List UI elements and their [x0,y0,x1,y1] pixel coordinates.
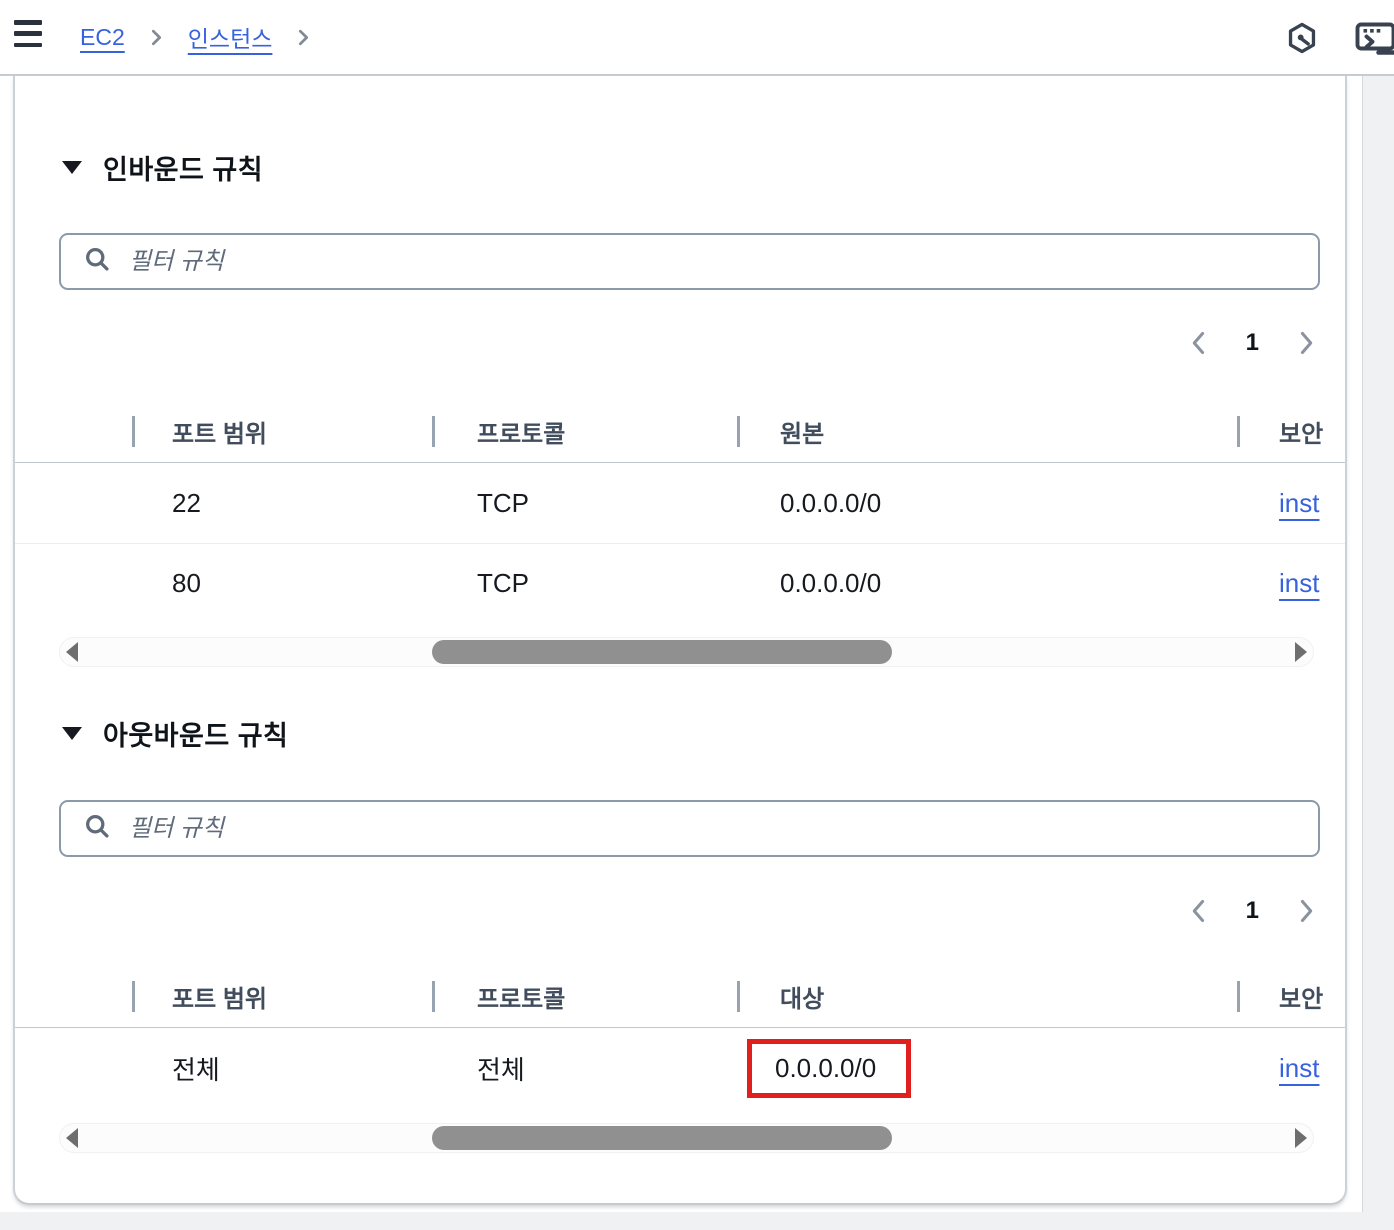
protocol-value: 전체 [477,1054,525,1085]
breadcrumb: EC2 인스턴스 [80,0,313,74]
port-range-value: 80 [172,568,201,598]
outbound-horizontal-scrollbar[interactable] [59,1123,1314,1153]
breadcrumb-link-instances[interactable]: 인스턴스 [187,26,273,52]
inbound-rules-title: 인바운드 규칙 [103,155,264,185]
port-range-value: 22 [172,487,201,518]
inbound-rule-row: 22 TCP 0.0.0.0/0 inst [15,463,1345,543]
source-value: 0.0.0.0/0 [780,487,882,518]
next-page-icon[interactable] [1295,898,1317,924]
inbound-rules-table: 포트 범위 프로토콜 원본 보안 22 TCP 0.0.0.0/0 inst 8… [15,400,1345,623]
outbound-rule-row: 전체 전체 0.0.0.0/0 inst [15,1028,1345,1108]
right-panel-gutter [1362,76,1394,1230]
outbound-rules-table: 포트 범위 프로토콜 대상 보안 전체 전체 0.0.0.0/0 inst [15,965,1345,1108]
scroll-right-icon[interactable] [1295,642,1307,662]
column-header-port-range[interactable]: 포트 범위 [132,965,432,1028]
outbound-pagination: 1 [1188,894,1317,928]
scrollbar-thumb[interactable] [432,1126,892,1150]
inbound-filter-box [59,233,1320,290]
top-navigation-bar: EC2 인스턴스 [0,0,1394,76]
next-page-icon[interactable] [1295,330,1317,356]
hamburger-menu-icon[interactable] [14,20,42,47]
search-icon [83,812,111,845]
collapse-triangle-icon [62,161,82,174]
protocol-value: TCP [477,487,529,518]
source-value: 0.0.0.0/0 [780,568,882,598]
outbound-rules-section-header[interactable]: 아웃바운드 규칙 [62,714,288,753]
column-header-port-range[interactable]: 포트 범위 [132,400,432,463]
outbound-rules-title: 아웃바운드 규칙 [103,721,289,751]
inbound-horizontal-scrollbar[interactable] [59,637,1314,667]
scroll-left-icon[interactable] [66,1128,78,1148]
collapse-triangle-icon [62,727,82,740]
previous-page-icon[interactable] [1188,330,1210,356]
column-header-protocol[interactable]: 프로토콜 [432,400,737,463]
search-icon [83,245,111,278]
outbound-page-number[interactable]: 1 [1245,897,1259,924]
inbound-table-header: 포트 범위 프로토콜 원본 보안 [15,400,1345,463]
amazon-q-icon[interactable] [1286,22,1318,59]
security-group-link[interactable]: inst [1279,568,1320,598]
scroll-left-icon[interactable] [66,642,78,662]
port-range-value: 전체 [172,1054,220,1085]
inbound-rules-section-header[interactable]: 인바운드 규칙 [62,148,263,187]
security-group-link[interactable]: inst [1279,487,1320,518]
chevron-right-icon [294,28,313,47]
inbound-pagination: 1 [1188,326,1317,360]
scrollbar-thumb[interactable] [432,640,892,664]
column-header-protocol[interactable]: 프로토콜 [432,965,737,1028]
inbound-page-number[interactable]: 1 [1245,329,1259,356]
scroll-right-icon[interactable] [1295,1128,1307,1148]
outbound-table-header: 포트 범위 프로토콜 대상 보안 [15,965,1345,1028]
protocol-value: TCP [477,568,529,598]
column-header-security-group[interactable]: 보안 [1237,400,1345,463]
cloudshell-icon[interactable] [1354,20,1394,61]
highlight-box-red: 0.0.0.0/0 [747,1038,912,1098]
outbound-filter-input[interactable] [129,802,1318,855]
chevron-right-icon [147,28,166,47]
outbound-filter-box [59,800,1320,857]
breadcrumb-link-ec2[interactable]: EC2 [80,23,125,50]
column-header-destination[interactable]: 대상 [737,965,1237,1028]
previous-page-icon[interactable] [1188,898,1210,924]
column-header-security-group[interactable]: 보안 [1237,965,1345,1028]
inbound-rule-row: 80 TCP 0.0.0.0/0 inst [15,543,1345,623]
inbound-filter-input[interactable] [129,235,1318,288]
destination-value: 0.0.0.0/0 [775,1052,877,1083]
column-header-source[interactable]: 원본 [737,400,1237,463]
header-spacer [15,965,132,1028]
page-background-bottom [0,1212,1394,1230]
header-spacer [15,400,132,463]
security-group-link[interactable]: inst [1279,1052,1320,1083]
security-rules-card: 인바운드 규칙 1 포트 범위 프로토콜 원본 보안 [13,76,1347,1205]
